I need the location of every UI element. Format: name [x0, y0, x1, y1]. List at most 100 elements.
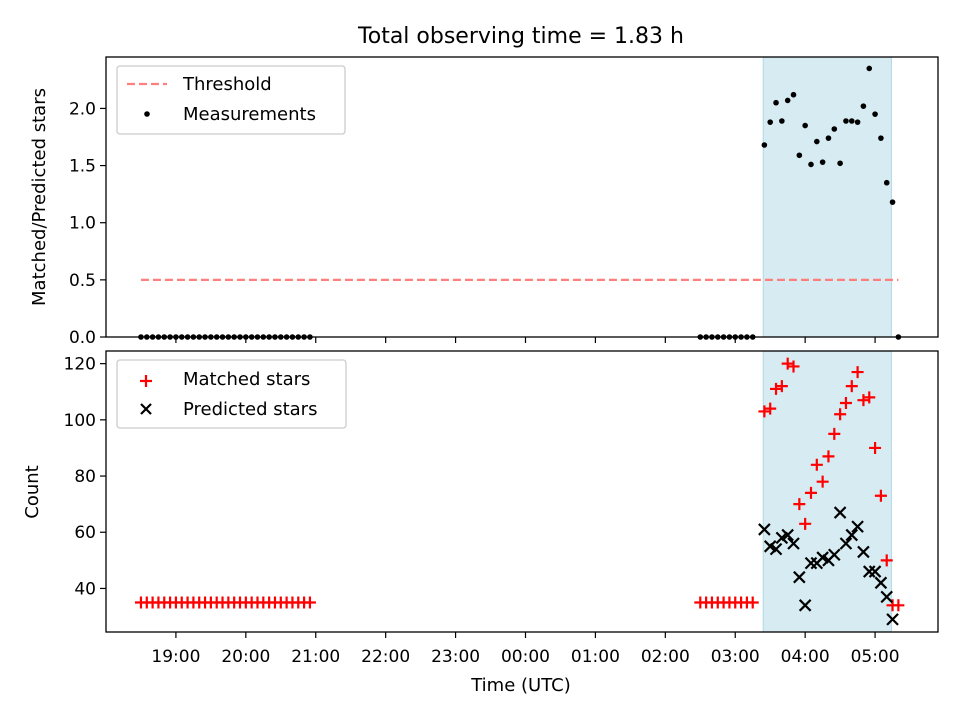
panel-counts-marks: [134, 357, 905, 626]
x-tick-label: 03:00: [711, 647, 760, 667]
matched-star-point: [758, 405, 771, 418]
measurement-point: [848, 118, 855, 124]
predicted-star-point: [781, 528, 794, 542]
matched-star-point: [770, 382, 783, 395]
panel-ratio-frame: [105, 56, 939, 338]
panel-counts: 40 60 80 100 120 19:00 20:00 21:00 22:00 23:00 00…: [22, 350, 939, 696]
panel-ratio-legend: Threshold Measurements: [116, 65, 346, 135]
legend-measurements-swatch: [144, 111, 150, 117]
predicted-star-point: [845, 528, 859, 542]
matched-star-point: [816, 475, 829, 488]
panel-counts-yaxis: 40 60 80 100 120: [64, 355, 106, 599]
predicted-star-point: [874, 576, 888, 590]
matched-star-point: [863, 391, 876, 404]
matched-star-point: [787, 360, 800, 373]
matched-star-point: [799, 517, 812, 530]
panel-ratio-xticks: [175, 337, 876, 343]
predicted-star-point: [787, 537, 800, 550]
measurement-point: [819, 159, 826, 165]
panel-ratio-yaxis: 0.0 0.5 1.0 1.5 2.0: [69, 99, 106, 348]
measurement-point: [883, 179, 890, 186]
legend-matched-swatch: [140, 375, 152, 387]
legend-measurements-label: Measurements: [183, 104, 316, 125]
chart-title: Total observing time = 1.83 h: [357, 24, 684, 49]
matched-star-point: [781, 357, 794, 370]
matched-star-point: [845, 380, 858, 393]
y-tick-label: 2.0: [69, 99, 96, 119]
panel-counts-highlight-layer: [762, 350, 892, 633]
measurement-point: [837, 160, 843, 167]
matched-star-point: [880, 554, 893, 567]
measurement-point: [773, 99, 779, 106]
panel-counts-xlabel: Time (UTC): [470, 675, 571, 696]
measurement-point: [860, 103, 867, 109]
y-tick-label: 0.0: [69, 328, 96, 348]
predicted-star-point: [839, 537, 853, 550]
x-tick-label: 04:00: [781, 647, 830, 667]
x-tick-label: 19:00: [151, 647, 200, 667]
y-tick-label: 60: [74, 523, 96, 543]
predicted-star-point: [857, 545, 870, 559]
panel-counts-frame: [105, 350, 939, 633]
measurement-point: [761, 142, 768, 148]
measurement-point: [802, 122, 808, 129]
legend-frame: [116, 359, 347, 429]
matched-star-point: [764, 402, 777, 415]
x-tick-label: 00:00: [501, 647, 550, 667]
measurement-point: [831, 126, 838, 132]
y-tick-label: 1.5: [69, 157, 96, 177]
panel-ratio: 0.00.51.01.52.0 Matched/Predicted stars …: [29, 56, 939, 348]
panel-counts-xaxis: 19:00 20:00 21:00 22:00 23:00 00:00 01:00 02:00…: [151, 632, 900, 667]
measurement-point: [878, 135, 884, 141]
legend-matched-label: Matched stars: [183, 369, 310, 390]
matched-star-point: [303, 596, 316, 609]
matched-star-point: [828, 427, 841, 440]
legend-predicted-label: Predicted stars: [183, 399, 317, 420]
legend-predicted-swatch: [140, 403, 152, 415]
observing-span: [762, 56, 892, 338]
matched-star-point: [746, 596, 759, 609]
matched-star-point: [775, 380, 788, 393]
predicted-star-point: [769, 542, 783, 556]
y-tick-label: 1.0: [69, 214, 96, 234]
predicted-star-point: [793, 570, 806, 584]
legend-frame: [116, 65, 346, 135]
x-tick-label: 23:00: [431, 647, 480, 667]
y-tick-label: 100: [64, 411, 96, 431]
measurement-point: [825, 135, 832, 141]
measurement-point: [784, 97, 791, 104]
measurement-point: [808, 161, 814, 168]
panel-ratio-ylabel: Matched/Predicted stars: [29, 88, 50, 306]
matched-star-point: [874, 489, 887, 502]
matched-star-point: [869, 441, 882, 454]
matched-star-point: [851, 366, 864, 379]
x-tick-label: 20:00: [221, 647, 270, 667]
predicted-star-point: [798, 599, 812, 612]
matched-star-point: [892, 599, 905, 612]
y-tick-label: 40: [74, 579, 96, 599]
measurement-point: [814, 138, 820, 145]
observing-span: [762, 350, 892, 633]
measurement-point: [843, 118, 849, 124]
matched-star-point: [822, 450, 835, 463]
legend-threshold-label: Threshold: [182, 74, 272, 95]
x-tick-label: 21:00: [291, 647, 340, 667]
x-tick-label: 02:00: [641, 647, 690, 667]
matched-star-point: [839, 396, 852, 409]
predicted-star-point: [758, 523, 771, 536]
matched-star-point: [857, 394, 870, 407]
x-tick-label: 01:00: [571, 647, 620, 667]
y-tick-label: 120: [64, 355, 96, 375]
x-tick-label: 22:00: [361, 647, 410, 667]
predicted-star-point: [851, 520, 864, 533]
predicted-star-point: [828, 548, 841, 562]
panel-counts-legend: Matched stars Predicted stars: [116, 359, 347, 429]
matched-star-point: [793, 498, 806, 511]
measurement-point: [872, 111, 878, 117]
measurement-point: [854, 119, 861, 125]
predicted-star-point: [886, 613, 899, 626]
matched-star-point: [834, 408, 847, 421]
measurement-point: [796, 152, 803, 159]
panel-counts-ylabel: Count: [22, 465, 43, 518]
measurement-point: [866, 65, 873, 72]
